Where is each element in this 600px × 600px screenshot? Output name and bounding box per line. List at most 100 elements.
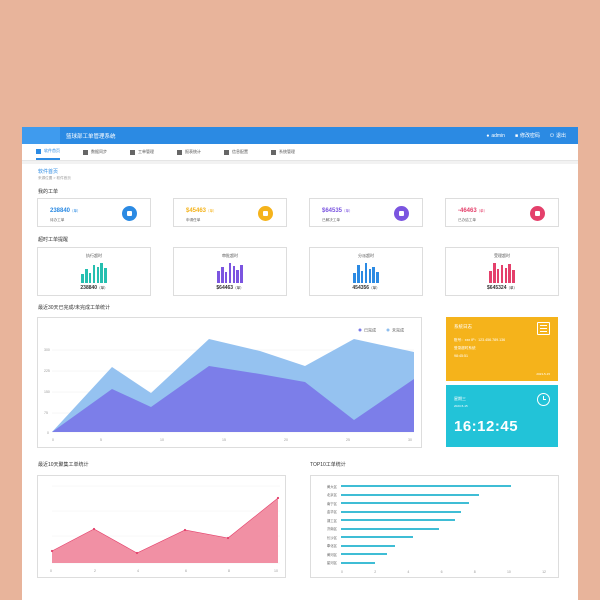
top10-bar — [341, 527, 439, 530]
top10-bar — [341, 536, 413, 539]
top10-label: 北京区 — [326, 493, 337, 498]
user-name: admin — [491, 132, 505, 139]
stat-label: 已办结工单 — [458, 218, 476, 222]
area-done — [52, 366, 414, 432]
mini-bar — [236, 270, 239, 283]
red-chart-title: 最近10天聚集工单统计 — [38, 462, 89, 468]
mini-bar-chart — [446, 261, 558, 283]
overtime-card-approve[interactable]: 审批超时 $64463（单） — [173, 247, 287, 296]
todo-icon — [122, 206, 137, 221]
divider — [22, 161, 578, 164]
mini-bar — [228, 263, 232, 283]
overtime-label: 审批超时 — [222, 253, 238, 258]
nav-config[interactable]: 信息配置 — [224, 144, 248, 160]
top10-bar — [341, 485, 511, 488]
top10-row: 星河区 — [311, 559, 560, 568]
stat-card-solved[interactable]: $64535（单） 已解决工单 — [309, 198, 423, 227]
top10-label: 长沙区 — [326, 535, 337, 540]
main-content: 软件首页 来源位置 > 软件首页 — [22, 168, 578, 181]
solved-icon — [394, 206, 409, 221]
top10-bar — [341, 519, 455, 522]
legend-dot-undone — [386, 328, 390, 332]
svg-text:4: 4 — [137, 569, 139, 573]
overtime-card-accept[interactable]: 受理超时 $645324（单） — [445, 247, 559, 296]
user-menu[interactable]: ● admin — [486, 133, 505, 139]
top10-row: 黄大区 — [311, 482, 560, 491]
svg-text:300: 300 — [44, 348, 50, 352]
log-line3: 98:45:51 — [454, 354, 468, 358]
top10-label: 奉化区 — [326, 544, 337, 549]
system-log-card[interactable]: 系统日志 账号：xxx IP：123.456.789.136 登录超时系统 98… — [446, 317, 558, 381]
top10-row: 奉化区 — [311, 542, 560, 551]
top-bar: 篮球部工单管理系统 ● admin ■ 修改密码 ⏻ 退出 — [22, 127, 578, 144]
clock-icon — [537, 393, 550, 406]
svg-text:6: 6 — [185, 569, 187, 573]
mini-bar — [104, 268, 107, 283]
mini-bar — [357, 265, 360, 283]
power-icon: ⏻ — [550, 132, 554, 139]
document-icon — [537, 322, 550, 335]
top10-bar — [341, 502, 469, 505]
svg-text:10: 10 — [274, 569, 278, 573]
top10-row: 黄河区 — [311, 550, 560, 559]
clock-time: 16:12:45 — [454, 418, 519, 435]
mini-bar-chart — [310, 261, 422, 283]
mini-bar — [232, 266, 235, 283]
mini-bar — [489, 271, 492, 283]
mini-bar — [81, 274, 84, 283]
top10-bar — [341, 544, 395, 547]
area-chart-title: 最近30天已完成/未完成工单统计 — [38, 305, 110, 311]
y-axis-labels: 300 225 150 75 0 — [44, 348, 50, 435]
mini-bar — [89, 273, 92, 283]
red-chart-card: 0 2 4 6 8 10 — [37, 475, 286, 578]
stat-value: 238840（单） — [50, 208, 81, 214]
stat-label: 已解决工单 — [322, 218, 340, 222]
top10-row: 北京区 — [311, 491, 560, 500]
logout-button[interactable]: ⏻ 退出 — [550, 132, 566, 140]
svg-text:15: 15 — [222, 438, 226, 442]
log-title: 系统日志 — [454, 324, 472, 329]
stat-card-todo[interactable]: 238840（单） 待办工单 — [37, 198, 151, 227]
mini-bar — [493, 263, 496, 283]
nav-sync[interactable]: 数据同步 — [83, 144, 107, 160]
area-chart: 300 225 150 75 0 0 5 10 15 20 25 30 已完成 未完成 — [44, 326, 414, 442]
main-nav: 软件首页 数据同步 工单管理 报表统计 信息配置 系统管理 — [22, 144, 578, 161]
stat-value: -46463（单） — [458, 208, 488, 214]
legend-dot-done — [358, 328, 362, 332]
top10-card: 黄大区 北京区 南宁区 金华区 湖工区 济南区 长沙区 奉化区 黄河区 星河区 0 2 4 6 8 10 12 — [310, 475, 559, 578]
mini-bar — [368, 269, 371, 283]
app-title: 篮球部工单管理系统 — [66, 133, 116, 140]
stat-card-closed[interactable]: -46463（单） 已办结工单 — [445, 198, 559, 227]
overtime-value: 238840（单） — [80, 285, 108, 291]
mini-bar — [100, 263, 103, 283]
lock-icon: ■ — [514, 132, 518, 139]
red-points — [50, 496, 280, 555]
change-password-button[interactable]: ■ 修改密码 — [514, 132, 540, 140]
overtime-card-exec[interactable]: 执行超时 238840（单） — [37, 247, 151, 296]
nav-tickets[interactable]: 工单管理 — [130, 144, 154, 160]
nav-reports[interactable]: 报表统计 — [177, 144, 201, 160]
stat-value: $64535（单） — [322, 208, 353, 214]
svg-text:20: 20 — [284, 438, 288, 442]
svg-text:0: 0 — [50, 569, 52, 573]
mini-bar — [364, 263, 368, 283]
nav-system[interactable]: 系统管理 — [271, 144, 295, 160]
nav-home[interactable]: 软件首页 — [36, 144, 60, 160]
sync-icon — [83, 149, 88, 155]
area-chart-card: 300 225 150 75 0 0 5 10 15 20 25 30 已完成 未完成 — [37, 317, 422, 448]
apply-icon — [258, 206, 273, 221]
x-axis-labels: 0 5 10 15 20 25 30 — [52, 438, 412, 442]
overtime-value: $64463（单） — [216, 285, 244, 291]
logo — [22, 127, 60, 144]
svg-text:2: 2 — [94, 569, 96, 573]
config-icon — [224, 149, 229, 155]
stat-card-apply[interactable]: $45463（单） 申请任单 — [173, 198, 287, 227]
page-title: 软件首页 — [38, 169, 59, 175]
top10-label: 黄大区 — [326, 484, 337, 489]
top10-label: 黄河区 — [326, 552, 337, 557]
closed-icon — [530, 206, 545, 221]
report-icon — [177, 149, 182, 155]
mini-bar — [217, 271, 220, 283]
overtime-card-assign[interactable]: 分派超时 454356（单） — [309, 247, 423, 296]
clock-card: 星期三 2023-5-15 16:12:45 — [446, 385, 558, 447]
